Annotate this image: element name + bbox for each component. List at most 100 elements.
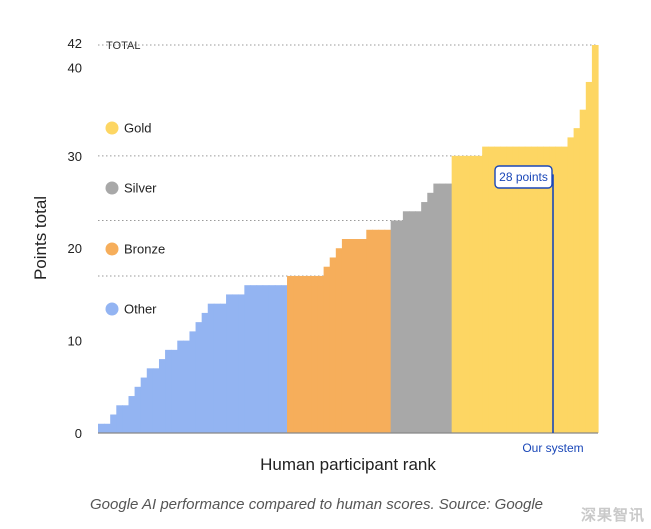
- bar-bronze: [384, 229, 392, 433]
- bar-other: [250, 285, 258, 433]
- bar-gold: [555, 146, 563, 433]
- points-callout-label: 28 points: [499, 170, 548, 184]
- bar-other: [158, 359, 166, 433]
- bar-bronze: [348, 239, 355, 433]
- total-label: TOTAL: [106, 40, 140, 52]
- bar-silver: [415, 211, 422, 433]
- bar-silver: [445, 183, 453, 433]
- bar-other: [146, 368, 154, 433]
- legend-swatch-bronze: [105, 242, 119, 256]
- bar-other: [268, 285, 276, 433]
- bar-gold: [512, 146, 520, 433]
- bar-other: [128, 396, 136, 433]
- bar-bronze: [329, 257, 337, 433]
- y-ticks: 0 10 20 30 40 42: [68, 36, 82, 441]
- legend-swatch-other: [105, 302, 119, 316]
- bar-gold: [451, 155, 459, 434]
- bar-gold: [494, 146, 502, 433]
- bar-other: [116, 405, 123, 433]
- y-tick-label: 42: [68, 36, 82, 51]
- our-system-marker: 28 points Our system: [494, 165, 584, 455]
- y-tick-label: 0: [75, 426, 82, 441]
- bar-bronze: [360, 239, 367, 433]
- bar-other: [244, 285, 252, 433]
- bar-silver: [396, 220, 404, 433]
- bar-gold: [585, 81, 593, 433]
- bar-other: [213, 303, 221, 433]
- legend: Gold Silver Bronze Other: [105, 121, 165, 317]
- y-tick-label: 10: [68, 334, 82, 349]
- bar-bronze: [305, 275, 313, 433]
- y-axis-label: Points total: [31, 196, 50, 280]
- bar-other: [207, 303, 215, 433]
- bar-bronze: [311, 275, 319, 433]
- legend-swatch-gold: [105, 121, 119, 135]
- bar-gold: [524, 146, 532, 433]
- bar-other: [122, 405, 130, 433]
- legend-label-other: Other: [124, 302, 157, 317]
- bar-bronze: [299, 275, 306, 433]
- points-callout-box: [494, 165, 553, 189]
- bar-bronze: [372, 229, 380, 433]
- bar-gold: [482, 146, 489, 433]
- bar-other: [110, 414, 117, 433]
- bar-silver: [402, 211, 410, 433]
- bar-silver: [408, 211, 416, 433]
- bar-bronze: [366, 229, 373, 433]
- bar-gold: [530, 146, 538, 433]
- bar-other: [280, 285, 288, 433]
- y-tick-label: 30: [68, 149, 82, 164]
- bar-bronze: [354, 239, 361, 433]
- bar-gold: [591, 45, 599, 433]
- bar-gold: [567, 137, 575, 433]
- bar-bronze: [378, 229, 386, 433]
- legend-label-gold: Gold: [124, 121, 151, 136]
- legend-label-silver: Silver: [124, 181, 157, 196]
- bar-other: [134, 386, 142, 433]
- our-system-label: Our system: [522, 441, 583, 455]
- bar-other: [152, 368, 160, 433]
- bar-silver: [433, 183, 441, 433]
- bar-gold: [561, 146, 569, 433]
- bar-bronze: [293, 275, 300, 433]
- y-tick-label: 20: [68, 241, 82, 256]
- bar-bronze: [335, 248, 343, 433]
- bar-silver: [439, 183, 447, 433]
- bar-other: [256, 285, 264, 433]
- bars: [98, 45, 599, 434]
- legend-swatch-silver: [105, 181, 119, 195]
- bar-bronze: [323, 266, 331, 433]
- bar-other: [165, 349, 172, 433]
- bar-other: [171, 349, 178, 433]
- bar-other: [183, 340, 191, 433]
- bar-other: [177, 340, 184, 433]
- bar-other: [274, 285, 282, 433]
- bar-silver: [390, 220, 398, 433]
- bar-other: [262, 285, 270, 433]
- bar-gold: [543, 146, 550, 433]
- bar-bronze: [287, 275, 294, 433]
- y-tick-label: 40: [68, 60, 82, 75]
- bar-gold: [579, 109, 587, 434]
- bar-silver: [427, 192, 434, 433]
- x-axis-label: Human participant rank: [260, 455, 436, 474]
- legend-label-bronze: Bronze: [124, 242, 165, 257]
- bar-other: [238, 294, 245, 433]
- bar-other: [140, 377, 148, 433]
- bar-other: [189, 331, 197, 433]
- bar-gold: [476, 155, 483, 434]
- bar-gold: [506, 146, 514, 433]
- bar-silver: [421, 202, 428, 433]
- bar-other: [226, 294, 233, 433]
- bar-gold: [457, 155, 465, 434]
- bar-other: [201, 312, 209, 433]
- bar-gold: [537, 146, 544, 433]
- bar-gold: [573, 128, 581, 433]
- bar-bronze: [317, 275, 325, 433]
- bar-other: [232, 294, 239, 433]
- bar-gold: [469, 155, 477, 434]
- watermark: 深果智讯: [580, 506, 645, 524]
- bar-other: [98, 423, 105, 433]
- bar-bronze: [341, 239, 349, 433]
